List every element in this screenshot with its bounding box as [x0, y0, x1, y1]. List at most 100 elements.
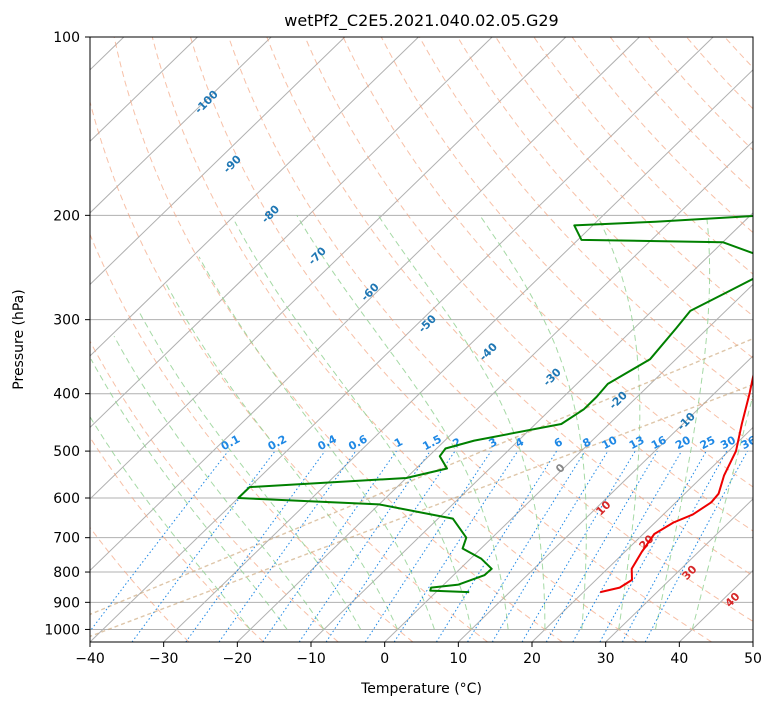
- dry-adiabat: [151, 37, 638, 642]
- isotherm-label: -50: [416, 312, 439, 335]
- mixing-ratio-line: [185, 450, 326, 642]
- dry-adiabat: [190, 37, 712, 642]
- x-tick-label: 0: [380, 651, 389, 667]
- isotherm-label: -90: [221, 152, 244, 175]
- mixing-ratio-line: [599, 450, 707, 642]
- isotherm-line: [90, 37, 567, 500]
- dry-adiabat: [90, 340, 339, 642]
- y-tick-label: 500: [53, 444, 80, 460]
- mixing-ratio-line: [393, 450, 519, 642]
- wetbulb-label: 30: [680, 562, 700, 582]
- isotherm-line: [90, 37, 640, 572]
- plot-area: 0.1 0.2 0.4 0.6 1 1.5 2 3 4 6 8 10 13 16 20 25 30 36-100-…: [90, 37, 775, 642]
- x-tick-label: −40: [75, 651, 105, 667]
- mixing-ratio-label: 0.6: [346, 432, 370, 453]
- mixing-ratio-line: [262, 450, 397, 642]
- dry-adiabat: [457, 37, 753, 359]
- moist-adiabat: [165, 282, 399, 630]
- isotherm-label: -30: [541, 365, 564, 388]
- moist-adiabat: [198, 256, 435, 630]
- isotherm-line: [384, 283, 753, 642]
- dry-adiabat: [228, 37, 753, 622]
- mixing-ratio-line: [218, 450, 357, 642]
- mixing-ratio-label: 25: [698, 433, 718, 452]
- temperature-profile: [600, 372, 753, 594]
- mixing-ratio-label: 13: [627, 433, 647, 452]
- mixing-ratio-label: 20: [673, 433, 693, 452]
- mixing-ratio-line: [545, 450, 658, 642]
- dry-adiabat: [90, 233, 414, 642]
- moist-adiabat: [296, 215, 509, 630]
- dry-adiabat: [90, 526, 190, 642]
- dry-adiabat: [304, 37, 753, 532]
- mixing-ratio-label: 36: [739, 433, 759, 452]
- dewpoint-profile: [237, 215, 753, 594]
- isotherm-label: -70: [306, 244, 329, 267]
- mixing-ratio-line: [521, 450, 636, 642]
- y-tick-label: 200: [53, 208, 80, 224]
- dry-adiabat: [609, 37, 753, 192]
- isotherm-line: [605, 498, 753, 642]
- isotherm-line: [90, 37, 419, 357]
- dry-adiabat: [266, 37, 753, 577]
- moist-adiabat: [691, 393, 753, 630]
- mixing-ratio-line: [644, 450, 748, 642]
- dry-adiabat: [90, 436, 264, 642]
- lcl-curve: [90, 383, 753, 638]
- wetbulb-label: 0: [553, 461, 568, 476]
- y-tick-label: 300: [53, 313, 80, 329]
- mixing-ratio-label: 2: [450, 435, 463, 450]
- mixing-ratio-label: 16: [649, 433, 669, 452]
- y-axis: 100 200 300 400 500 600 700 800 900 1000: [44, 30, 90, 638]
- y-tick-label: 700: [53, 531, 80, 547]
- y-axis-label: Pressure (hPa): [11, 289, 27, 389]
- isotherm-line: [752, 641, 753, 642]
- mixing-ratio-line: [621, 450, 728, 642]
- mixing-ratio-label: 4: [513, 435, 526, 450]
- dry-adiabat: [380, 37, 753, 445]
- moist-adiabat: [377, 215, 546, 630]
- x-tick-label: 20: [523, 651, 541, 667]
- mixing-ratio-label: 6: [552, 435, 565, 450]
- mixing-ratio-line: [90, 450, 229, 633]
- x-tick-label: 50: [744, 651, 762, 667]
- moist-adiabat: [234, 221, 472, 630]
- mixing-ratio-label: 0.2: [266, 433, 289, 454]
- x-axis: −40 −30 −20 −10 0 10 20 30 40 50: [75, 642, 762, 667]
- isotherm-label: -20: [607, 388, 630, 411]
- isotherm-line: [163, 69, 753, 642]
- y-tick-label: 400: [53, 387, 80, 403]
- y-tick-label: 100: [53, 30, 80, 46]
- dry-adiabat: [113, 37, 563, 642]
- moist-adiabat: [654, 215, 711, 630]
- chart-title: wetPf2_C2E5.2021.040.02.05.G29: [284, 11, 558, 31]
- wetbulb-label: 10: [593, 498, 613, 518]
- moist-adiabat: [90, 359, 288, 630]
- y-tick-label: 800: [53, 565, 80, 581]
- dry-adiabat: [90, 100, 488, 642]
- mixing-ratio-line: [491, 450, 609, 642]
- mixing-ratio-label: 0.4: [316, 432, 340, 453]
- dry-adiabat: [495, 37, 753, 317]
- isotherm-line: [310, 212, 753, 642]
- isotherm-line: [457, 355, 753, 642]
- isotherm-line: [236, 140, 753, 642]
- mixing-ratio-line: [435, 450, 558, 642]
- isotherm-label: -40: [477, 340, 500, 363]
- y-tick-label: 900: [53, 595, 80, 611]
- x-tick-label: 40: [670, 651, 688, 667]
- x-axis-label: Temperature (°C): [360, 681, 482, 697]
- plot-frame: [89, 36, 754, 643]
- dry-adiabat: [763, 37, 775, 642]
- isotherm-label: -100: [192, 87, 221, 116]
- wetbulb-label: 40: [723, 590, 743, 610]
- y-tick-label: 600: [53, 491, 80, 507]
- dry-adiabat: [571, 37, 753, 234]
- isotherm-line: [90, 37, 493, 429]
- isotherm-line: [90, 37, 346, 286]
- mixing-ratio-label: 1: [392, 435, 405, 450]
- lcl-curve: [90, 337, 753, 616]
- y-tick-label: 1000: [44, 622, 80, 638]
- mixing-ratio-line: [467, 450, 586, 642]
